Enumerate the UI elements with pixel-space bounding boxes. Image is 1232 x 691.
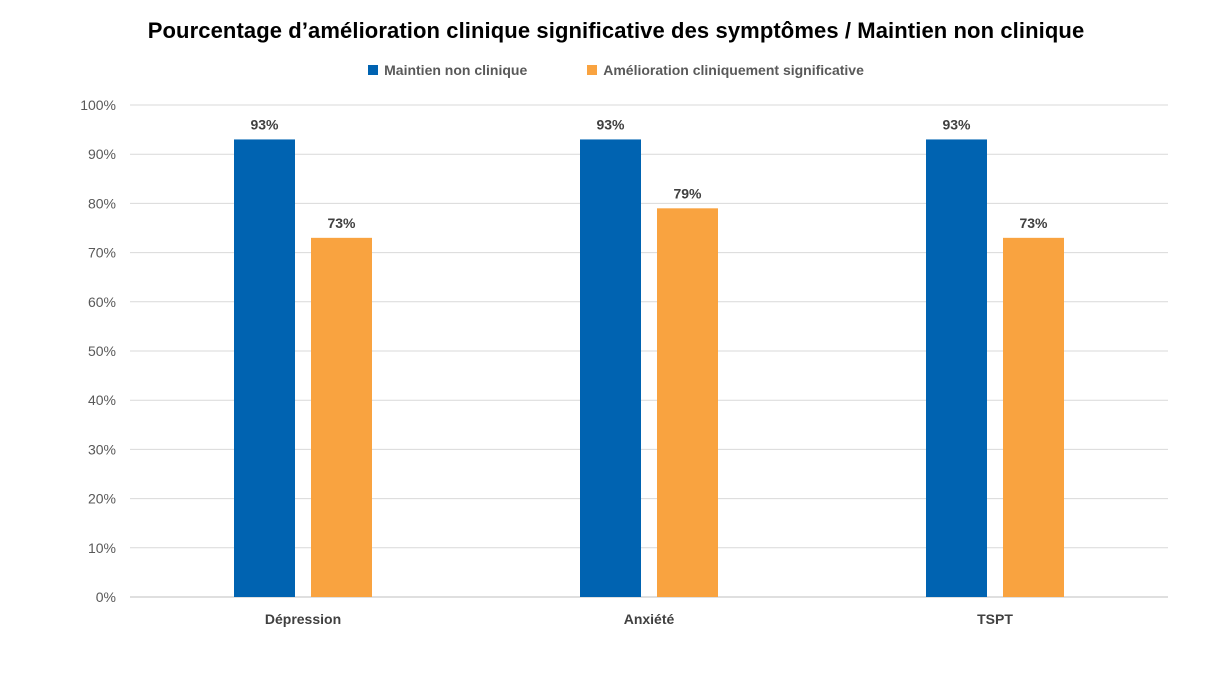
y-tick-label: 20%	[88, 491, 116, 507]
bar	[234, 139, 295, 597]
x-category-label: TSPT	[977, 611, 1013, 627]
bar	[926, 139, 987, 597]
y-tick-label: 0%	[96, 589, 116, 605]
y-tick-label: 40%	[88, 392, 116, 408]
bar	[311, 237, 372, 597]
x-category-label: Anxiété	[624, 611, 675, 627]
data-label: 93%	[250, 116, 279, 132]
y-tick-label: 80%	[88, 195, 116, 211]
bar	[657, 208, 718, 597]
chart-title: Pourcentage d’amélioration clinique sign…	[147, 18, 1085, 43]
y-tick-label: 30%	[88, 441, 116, 457]
legend-item-series-1: Maintien non clinique	[368, 62, 527, 78]
y-tick-label: 60%	[88, 294, 116, 310]
bar	[1003, 237, 1064, 597]
data-label: 79%	[673, 185, 702, 201]
y-tick-label: 90%	[88, 146, 116, 162]
legend-item-series-2: Amélioration cliniquement significative	[587, 62, 864, 78]
legend-swatch-series-1	[368, 65, 379, 75]
data-label: 73%	[327, 215, 356, 231]
legend-label-series-1: Maintien non clinique	[384, 62, 528, 78]
legend-label-series-2: Amélioration cliniquement significative	[603, 62, 864, 78]
data-label: 73%	[1019, 215, 1048, 231]
y-tick-label: 70%	[88, 245, 116, 261]
y-tick-label: 50%	[88, 343, 116, 359]
data-label: 93%	[942, 116, 971, 132]
y-tick-label: 100%	[80, 97, 116, 113]
data-label: 93%	[596, 116, 625, 132]
x-category-label: Dépression	[265, 611, 341, 627]
legend-swatch-series-2	[587, 65, 598, 75]
legend: Maintien non clinique Amélioration clini…	[0, 62, 1232, 78]
y-tick-label: 10%	[88, 540, 116, 556]
bar	[580, 139, 641, 597]
